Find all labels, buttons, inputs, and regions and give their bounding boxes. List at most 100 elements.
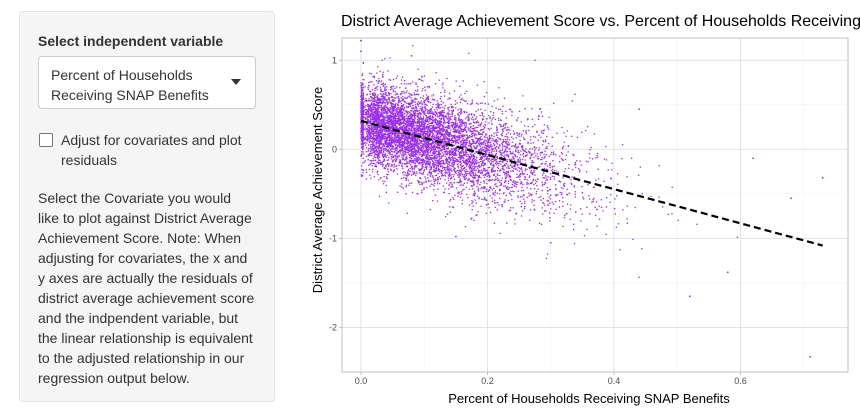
data-point <box>458 96 461 98</box>
data-point <box>507 136 509 139</box>
data-point <box>425 148 428 151</box>
data-point <box>425 166 427 168</box>
data-point <box>455 80 457 82</box>
data-point <box>411 118 413 120</box>
help-line: district average achievement score <box>38 290 255 306</box>
data-point <box>481 186 483 189</box>
data-point <box>408 162 411 164</box>
data-point <box>482 128 485 130</box>
data-point <box>377 104 380 107</box>
data-point <box>542 201 544 204</box>
dropdown-caret-icon[interactable] <box>231 79 241 85</box>
data-point <box>477 103 479 105</box>
data-point <box>661 206 664 208</box>
data-point <box>541 174 544 176</box>
data-point <box>557 194 559 196</box>
data-point <box>446 165 449 168</box>
data-point <box>378 154 380 157</box>
data-point <box>469 168 471 170</box>
data-point <box>541 151 544 154</box>
data-point <box>471 116 474 118</box>
data-point <box>447 160 449 163</box>
independent-variable-select[interactable]: Percent of Households Receiving SNAP Ben… <box>38 56 256 109</box>
data-point <box>530 142 532 145</box>
data-point <box>522 154 524 156</box>
data-point <box>488 149 491 152</box>
data-point <box>471 188 474 190</box>
data-point <box>501 132 504 134</box>
data-point <box>641 192 644 195</box>
data-point <box>534 148 536 150</box>
data-point <box>433 182 436 185</box>
data-point <box>506 222 508 224</box>
data-point <box>477 124 480 127</box>
data-point <box>459 113 462 115</box>
data-point <box>492 170 495 172</box>
data-point <box>542 177 544 179</box>
data-point <box>410 115 412 118</box>
data-point <box>392 90 395 93</box>
data-point <box>445 135 447 138</box>
data-point <box>423 187 425 189</box>
data-point <box>423 188 425 191</box>
data-point <box>406 97 408 100</box>
data-point <box>458 156 460 159</box>
data-point <box>593 186 595 188</box>
data-point <box>658 196 660 198</box>
data-point <box>407 106 410 108</box>
data-point <box>384 115 386 118</box>
data-point <box>447 111 449 113</box>
data-point <box>408 114 411 116</box>
data-point <box>369 93 371 95</box>
data-point <box>477 142 480 145</box>
data-point <box>444 215 447 218</box>
data-point <box>609 201 611 203</box>
data-point <box>390 92 392 95</box>
plot-panel <box>342 38 848 372</box>
data-point <box>459 108 461 110</box>
data-point <box>374 156 376 159</box>
data-point <box>418 168 420 170</box>
data-point <box>405 184 408 187</box>
data-point <box>455 170 457 172</box>
data-point <box>426 186 428 189</box>
data-point <box>405 185 408 188</box>
data-point <box>519 175 521 178</box>
data-point <box>446 130 449 133</box>
data-point <box>487 160 489 162</box>
data-point <box>505 174 508 176</box>
data-point <box>497 180 499 182</box>
data-point <box>438 170 441 173</box>
adjust-covariates-label[interactable]: Adjust for covariates and plot residuals <box>61 130 256 170</box>
data-point <box>574 196 577 198</box>
data-point <box>611 162 613 164</box>
data-point <box>491 178 494 181</box>
data-point <box>493 100 496 102</box>
adjust-covariates-option[interactable]: Adjust for covariates and plot residuals <box>38 130 256 170</box>
data-point <box>494 153 497 156</box>
data-point <box>431 116 434 118</box>
data-point <box>520 167 523 169</box>
data-point <box>412 151 415 154</box>
data-point <box>479 183 481 186</box>
data-point <box>570 178 572 181</box>
data-point <box>574 211 577 213</box>
data-point <box>542 139 544 142</box>
data-point <box>502 140 505 142</box>
data-point <box>566 188 568 190</box>
data-point <box>426 118 429 120</box>
data-point <box>396 173 399 175</box>
adjust-covariates-checkbox[interactable] <box>39 133 53 147</box>
data-point <box>602 210 604 212</box>
data-point <box>446 172 449 174</box>
data-point <box>470 118 473 120</box>
data-point <box>457 163 459 165</box>
data-point <box>564 214 566 217</box>
data-point <box>492 166 494 169</box>
data-point <box>441 169 444 172</box>
data-point <box>514 223 516 225</box>
data-point <box>507 173 510 176</box>
data-point <box>470 147 473 149</box>
data-point <box>474 199 476 201</box>
data-point <box>537 118 540 120</box>
